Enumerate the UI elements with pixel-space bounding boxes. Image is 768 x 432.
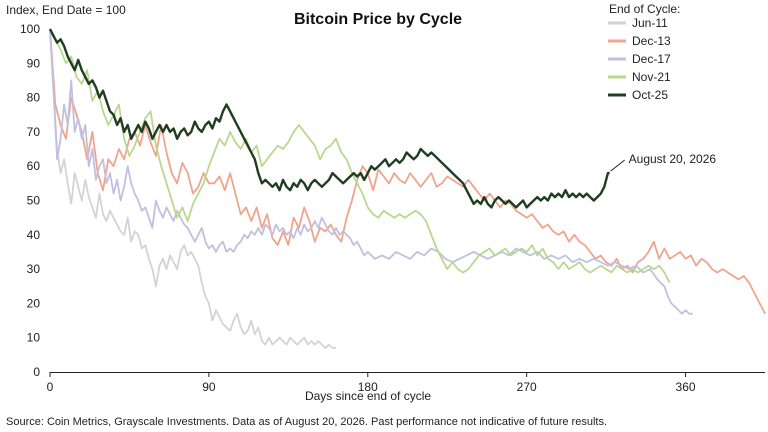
annotation-leader <box>610 159 625 172</box>
y-tick-label: 0 <box>33 365 40 379</box>
x-tick-label: 0 <box>47 380 54 394</box>
annotation: August 20, 2026 <box>610 152 717 172</box>
annotation-label: August 20, 2026 <box>629 152 717 166</box>
series-line-jun-11 <box>49 28 336 349</box>
y-tick-label: 50 <box>27 194 41 208</box>
chart-title: Bitcoin Price by Cycle <box>294 11 462 28</box>
y-axis-label: Index, End Date = 100 <box>6 3 126 17</box>
legend-label-dec-17: Dec-17 <box>632 52 671 66</box>
series-line-nov-21 <box>49 28 671 284</box>
y-tick-label: 20 <box>27 296 41 310</box>
x-tick-label: 90 <box>202 380 216 394</box>
legend-label-dec-13: Dec-13 <box>632 34 671 48</box>
y-tick-label: 100 <box>20 22 40 36</box>
series-lines <box>48 28 766 349</box>
y-tick-label: 60 <box>27 159 41 173</box>
series-line-oct-25 <box>48 28 610 209</box>
x-tick-label: 180 <box>358 380 378 394</box>
x-axis-label: Days since end of cycle <box>305 389 431 403</box>
y-tick-label: 90 <box>27 56 41 70</box>
y-tick-label: 40 <box>27 228 41 242</box>
legend: End of Cycle: Jun-11 Dec-13 Dec-17 Nov-21 Oc… <box>608 2 680 102</box>
source-note: Source: Coin Metrics, Grayscale Investme… <box>6 416 607 428</box>
series-line-dec-17 <box>49 28 693 315</box>
y-tick-label: 70 <box>27 125 41 139</box>
x-tick-label: 360 <box>676 380 696 394</box>
x-axis-ticks: 0 90 180 270 360 <box>47 372 696 394</box>
legend-label-nov-21: Nov-21 <box>632 70 671 84</box>
legend-label-oct-25: Oct-25 <box>632 88 668 102</box>
x-tick-label: 270 <box>517 380 537 394</box>
y-tick-label: 80 <box>27 91 41 105</box>
legend-label-jun-11: Jun-11 <box>632 16 668 30</box>
legend-title: End of Cycle: <box>609 2 680 16</box>
y-tick-label: 30 <box>27 262 41 276</box>
y-axis-ticks: 0 10 20 30 40 50 60 70 80 90 100 <box>20 22 40 379</box>
y-tick-label: 10 <box>27 331 41 345</box>
series-line-dec-13 <box>49 28 766 315</box>
